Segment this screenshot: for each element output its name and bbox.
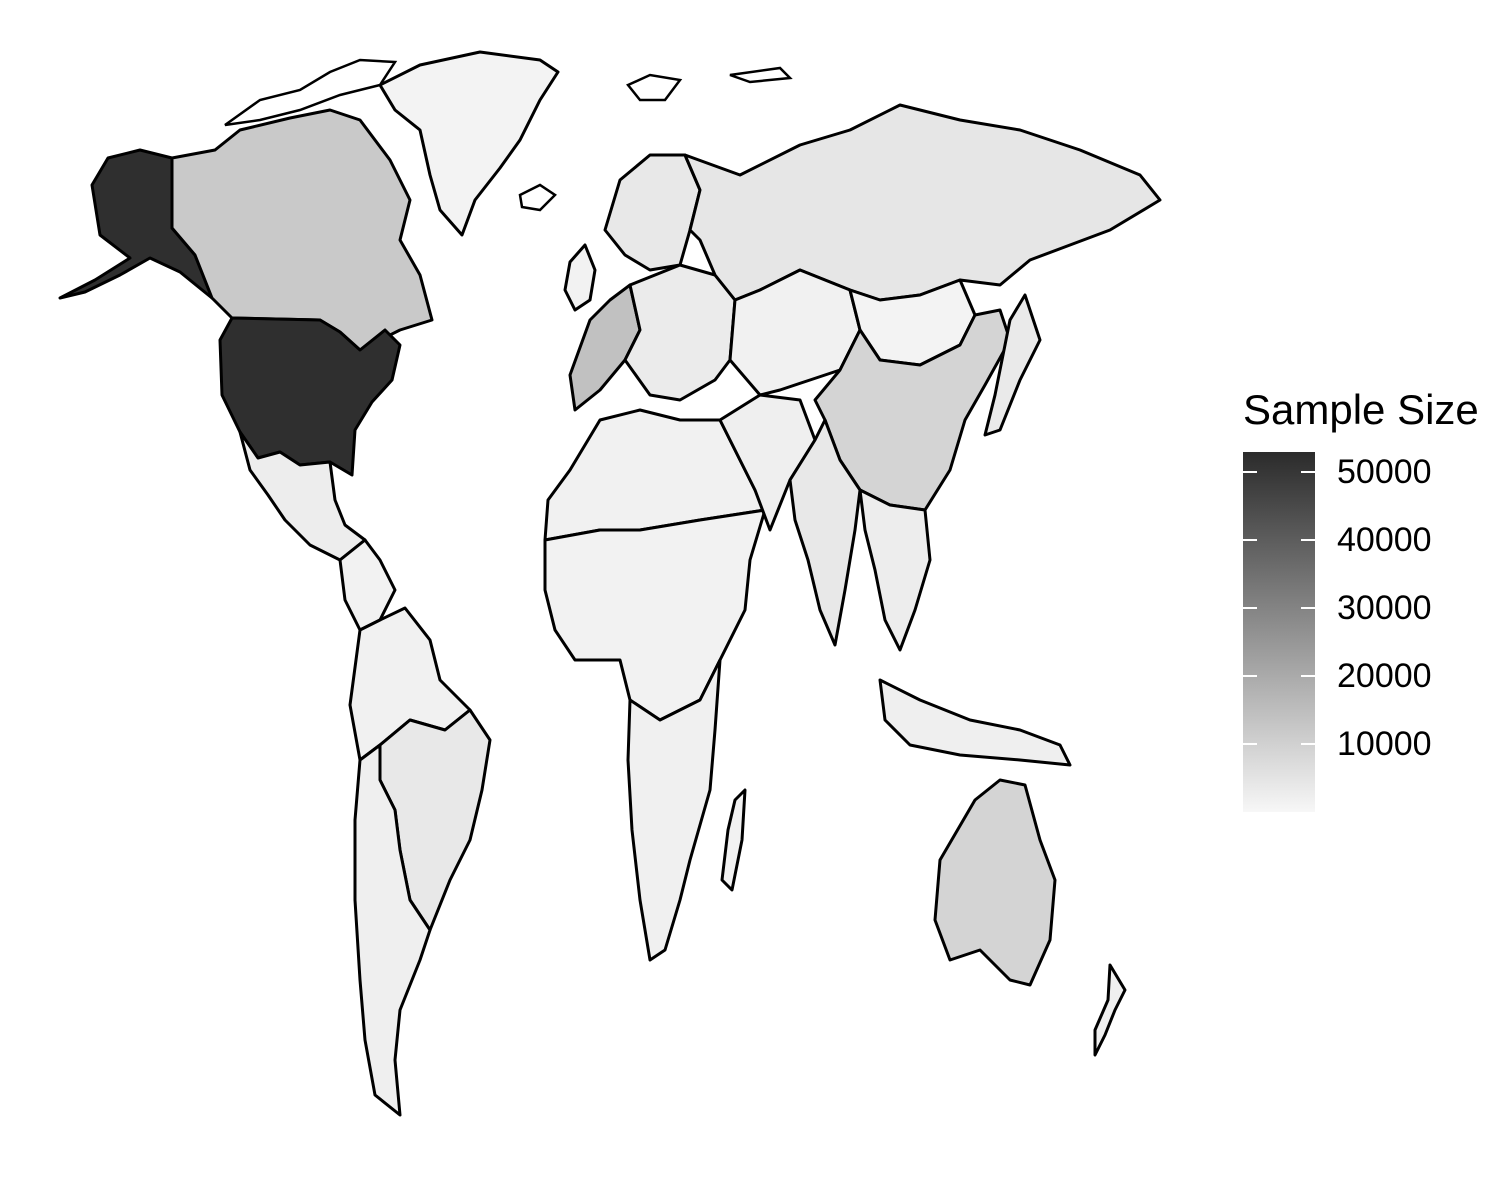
legend-tick-label: 30000	[1337, 589, 1432, 628]
legend-title: Sample Size	[1243, 386, 1479, 433]
legend-tick-mark	[1243, 743, 1257, 746]
legend-tick-mark	[1301, 607, 1315, 610]
legend-tick-mark	[1243, 471, 1257, 474]
svalbard-islands	[626, 73, 683, 102]
region-southeast-asia[interactable]	[858, 488, 932, 652]
legend-tick-mark	[1301, 539, 1315, 542]
region-united-states[interactable]	[218, 316, 402, 477]
region-eastern-europe[interactable]	[623, 263, 737, 402]
region-india[interactable]	[788, 418, 862, 647]
region-africa-south[interactable]	[626, 658, 722, 962]
legend-tick-mark	[1243, 675, 1257, 678]
region-central-america[interactable]	[338, 538, 397, 632]
novaya-zemlya-islands	[729, 66, 793, 84]
region-british-isles[interactable]	[563, 243, 597, 312]
legend-tick-label: 20000	[1337, 657, 1432, 696]
legend-tick-mark	[1243, 607, 1257, 610]
region-russia[interactable]	[683, 103, 1162, 302]
legend-tick-mark	[1301, 743, 1315, 746]
legend-tick-mark	[1243, 539, 1257, 542]
iceland-island	[518, 183, 557, 212]
region-northern-europe[interactable]	[603, 153, 702, 272]
legend-tick-mark	[1301, 675, 1315, 678]
region-greenland[interactable]	[378, 50, 560, 237]
region-madagascar[interactable]	[720, 788, 747, 892]
region-mexico[interactable]	[238, 430, 367, 562]
region-indonesia[interactable]	[878, 678, 1072, 767]
region-south-america-south[interactable]	[353, 743, 432, 1117]
region-japan[interactable]	[983, 293, 1042, 437]
region-new-zealand[interactable]	[1093, 963, 1127, 1057]
legend-color-bar	[1243, 452, 1315, 812]
region-canada[interactable]	[170, 108, 434, 352]
legend-tick-label: 50000	[1337, 453, 1432, 492]
region-africa-central[interactable]	[543, 508, 767, 722]
legend-tick-label: 40000	[1337, 521, 1432, 560]
legend-tick-label: 10000	[1337, 725, 1432, 764]
legend-tick-mark	[1301, 471, 1315, 474]
arctic-islands	[224, 58, 398, 127]
region-australia[interactable]	[933, 778, 1057, 987]
